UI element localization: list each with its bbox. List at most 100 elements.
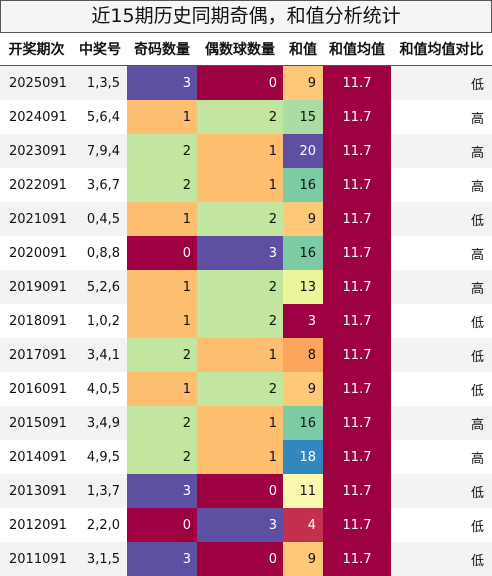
cell-even-count: 0 <box>197 474 283 508</box>
cell-sum-average: 11.7 <box>323 100 391 134</box>
cell-sum-average: 11.7 <box>323 134 391 168</box>
cell-even-count: 2 <box>197 202 283 236</box>
table-body: 2025091 1,3,5 3 0 9 11.7 低 2024091 5,6,4 1 2 15 11.7… <box>0 65 492 576</box>
table-row: 2016091 4,0,5 1 2 9 11.7 低 <box>0 372 492 406</box>
cell-sum-compare: 高 <box>391 100 492 134</box>
cell-even-count: 0 <box>197 542 283 576</box>
cell-sum-average: 11.7 <box>323 236 391 270</box>
cell-sum-average: 11.7 <box>323 270 391 304</box>
cell-winning-numbers: 5,2,6 <box>73 270 127 304</box>
cell-sum-compare: 低 <box>391 65 492 100</box>
cell-sum-average: 11.7 <box>323 440 391 474</box>
cell-sum-average: 11.7 <box>323 65 391 100</box>
cell-issue: 2016091 <box>0 372 73 406</box>
cell-sum-compare: 高 <box>391 406 492 440</box>
cell-even-count: 2 <box>197 372 283 406</box>
cell-even-count: 1 <box>197 134 283 168</box>
cell-even-count: 1 <box>197 338 283 372</box>
cell-winning-numbers: 4,9,5 <box>73 440 127 474</box>
table-row: 2014091 4,9,5 2 1 18 11.7 高 <box>0 440 492 474</box>
cell-issue: 2022091 <box>0 168 73 202</box>
cell-sum: 18 <box>283 440 323 474</box>
cell-sum-compare: 高 <box>391 270 492 304</box>
cell-issue: 2012091 <box>0 508 73 542</box>
cell-even-count: 3 <box>197 236 283 270</box>
column-header-sum-compare: 和值均值对比 <box>391 32 492 66</box>
cell-odd-count: 0 <box>127 236 197 270</box>
cell-sum-average: 11.7 <box>323 168 391 202</box>
cell-even-count: 2 <box>197 270 283 304</box>
cell-winning-numbers: 1,3,5 <box>73 65 127 100</box>
cell-sum-average: 11.7 <box>323 406 391 440</box>
cell-sum: 8 <box>283 338 323 372</box>
cell-sum: 9 <box>283 542 323 576</box>
cell-odd-count: 1 <box>127 100 197 134</box>
cell-even-count: 2 <box>197 304 283 338</box>
cell-sum: 16 <box>283 236 323 270</box>
table-row: 2013091 1,3,7 3 0 11 11.7 低 <box>0 474 492 508</box>
cell-winning-numbers: 1,3,7 <box>73 474 127 508</box>
page-title: 近15期历史同期奇偶，和值分析统计 <box>0 0 492 33</box>
column-header-odd-count: 奇码数量 <box>127 32 197 66</box>
cell-sum: 13 <box>283 270 323 304</box>
cell-issue: 2025091 <box>0 65 73 100</box>
table-row: 2025091 1,3,5 3 0 9 11.7 低 <box>0 65 492 100</box>
table-row: 2021091 0,4,5 1 2 9 11.7 低 <box>0 202 492 236</box>
cell-sum-compare: 低 <box>391 542 492 576</box>
cell-sum-compare: 高 <box>391 440 492 474</box>
cell-sum: 3 <box>283 304 323 338</box>
cell-sum-compare: 低 <box>391 474 492 508</box>
table-row: 2024091 5,6,4 1 2 15 11.7 高 <box>0 100 492 134</box>
cell-issue: 2021091 <box>0 202 73 236</box>
cell-even-count: 1 <box>197 168 283 202</box>
cell-sum-compare: 高 <box>391 236 492 270</box>
cell-odd-count: 1 <box>127 372 197 406</box>
cell-issue: 2024091 <box>0 100 73 134</box>
cell-sum: 16 <box>283 406 323 440</box>
cell-issue: 2015091 <box>0 406 73 440</box>
cell-sum: 9 <box>283 65 323 100</box>
cell-issue: 2020091 <box>0 236 73 270</box>
cell-sum: 11 <box>283 474 323 508</box>
cell-sum: 20 <box>283 134 323 168</box>
header-row: 开奖期次 中奖号 奇码数量 偶数球数量 和值 和值均值 和值均值对比 <box>0 32 492 66</box>
cell-sum-average: 11.7 <box>323 304 391 338</box>
cell-winning-numbers: 3,4,1 <box>73 338 127 372</box>
cell-odd-count: 2 <box>127 134 197 168</box>
cell-odd-count: 1 <box>127 270 197 304</box>
cell-sum-average: 11.7 <box>323 474 391 508</box>
cell-sum: 16 <box>283 168 323 202</box>
column-header-issue: 开奖期次 <box>0 32 73 66</box>
cell-even-count: 3 <box>197 508 283 542</box>
cell-winning-numbers: 7,9,4 <box>73 134 127 168</box>
cell-even-count: 1 <box>197 440 283 474</box>
stats-table: 开奖期次 中奖号 奇码数量 偶数球数量 和值 和值均值 和值均值对比 20250… <box>0 32 492 576</box>
cell-sum-compare: 高 <box>391 134 492 168</box>
cell-winning-numbers: 1,0,2 <box>73 304 127 338</box>
cell-sum-compare: 低 <box>391 202 492 236</box>
cell-winning-numbers: 5,6,4 <box>73 100 127 134</box>
cell-sum: 15 <box>283 100 323 134</box>
cell-issue: 2013091 <box>0 474 73 508</box>
table-row: 2019091 5,2,6 1 2 13 11.7 高 <box>0 270 492 304</box>
table-row: 2022091 3,6,7 2 1 16 11.7 高 <box>0 168 492 202</box>
cell-sum-average: 11.7 <box>323 508 391 542</box>
cell-sum-compare: 低 <box>391 304 492 338</box>
cell-sum-average: 11.7 <box>323 372 391 406</box>
table-row: 2015091 3,4,9 2 1 16 11.7 高 <box>0 406 492 440</box>
cell-sum-compare: 低 <box>391 508 492 542</box>
cell-issue: 2019091 <box>0 270 73 304</box>
cell-sum: 9 <box>283 372 323 406</box>
cell-winning-numbers: 3,6,7 <box>73 168 127 202</box>
column-header-numbers: 中奖号 <box>73 32 127 66</box>
cell-sum-compare: 低 <box>391 372 492 406</box>
cell-sum-average: 11.7 <box>323 542 391 576</box>
table-row: 2012091 2,2,0 0 3 4 11.7 低 <box>0 508 492 542</box>
cell-sum: 9 <box>283 202 323 236</box>
cell-issue: 2023091 <box>0 134 73 168</box>
cell-odd-count: 2 <box>127 168 197 202</box>
cell-odd-count: 2 <box>127 338 197 372</box>
table-row: 2023091 7,9,4 2 1 20 11.7 高 <box>0 134 492 168</box>
cell-issue: 2018091 <box>0 304 73 338</box>
